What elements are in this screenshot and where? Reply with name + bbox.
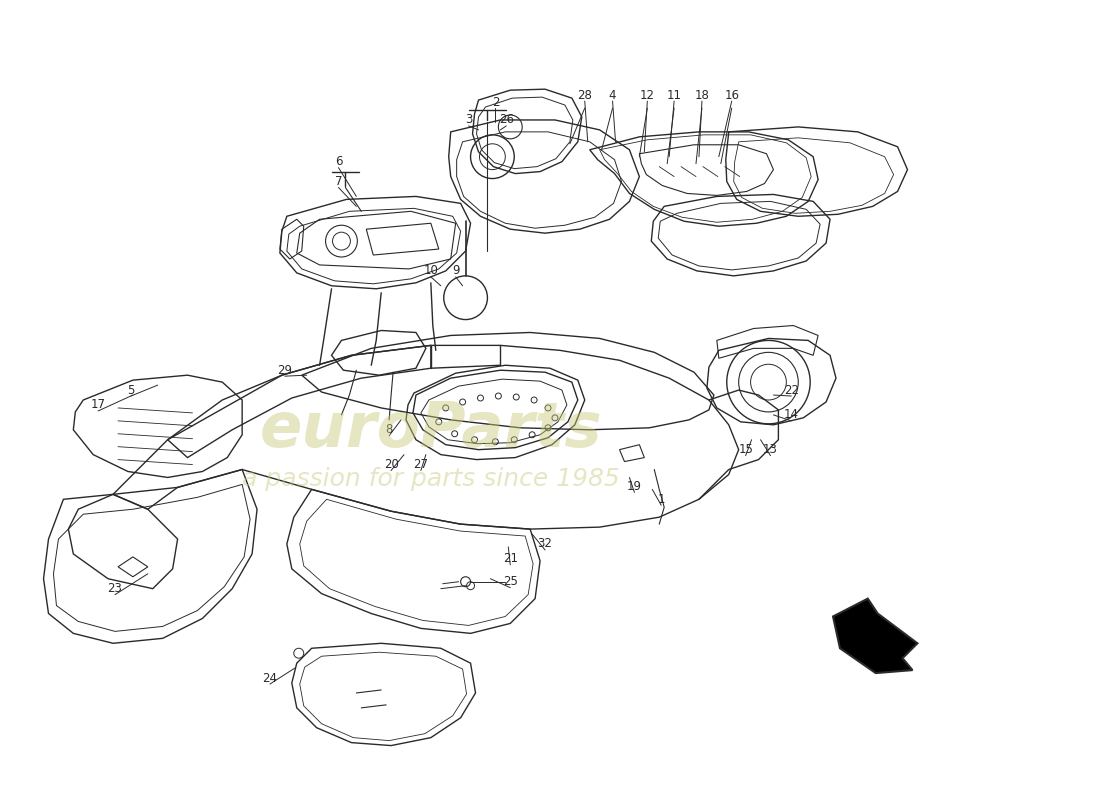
- Text: 5: 5: [128, 383, 134, 397]
- Text: 4: 4: [608, 89, 616, 102]
- Text: 19: 19: [627, 480, 642, 493]
- Text: 28: 28: [578, 89, 592, 102]
- Text: 11: 11: [667, 89, 682, 102]
- Text: 9: 9: [452, 265, 460, 278]
- Text: 7: 7: [334, 175, 342, 188]
- Text: 13: 13: [763, 443, 778, 456]
- Text: 27: 27: [414, 458, 428, 471]
- Text: 20: 20: [384, 458, 398, 471]
- Text: 21: 21: [503, 552, 518, 566]
- Text: 17: 17: [90, 398, 106, 411]
- Text: 26: 26: [498, 114, 514, 126]
- Text: 24: 24: [263, 671, 277, 685]
- Text: 29: 29: [277, 364, 293, 377]
- Text: 25: 25: [503, 575, 518, 588]
- Text: 32: 32: [538, 538, 552, 550]
- Text: 12: 12: [640, 89, 654, 102]
- Text: 1: 1: [658, 493, 666, 506]
- Text: euroParts: euroParts: [260, 400, 602, 460]
- Text: 10: 10: [424, 265, 438, 278]
- Polygon shape: [833, 598, 917, 673]
- Text: 16: 16: [724, 89, 739, 102]
- Text: 15: 15: [738, 443, 754, 456]
- Text: 6: 6: [334, 155, 342, 168]
- Text: 14: 14: [784, 408, 799, 422]
- Text: 2: 2: [492, 95, 499, 109]
- Text: 18: 18: [694, 89, 710, 102]
- Text: 23: 23: [108, 582, 122, 595]
- Text: 8: 8: [385, 423, 393, 436]
- Text: 22: 22: [784, 383, 799, 397]
- Text: a passion for parts since 1985: a passion for parts since 1985: [242, 467, 619, 491]
- Text: 3: 3: [465, 114, 472, 126]
